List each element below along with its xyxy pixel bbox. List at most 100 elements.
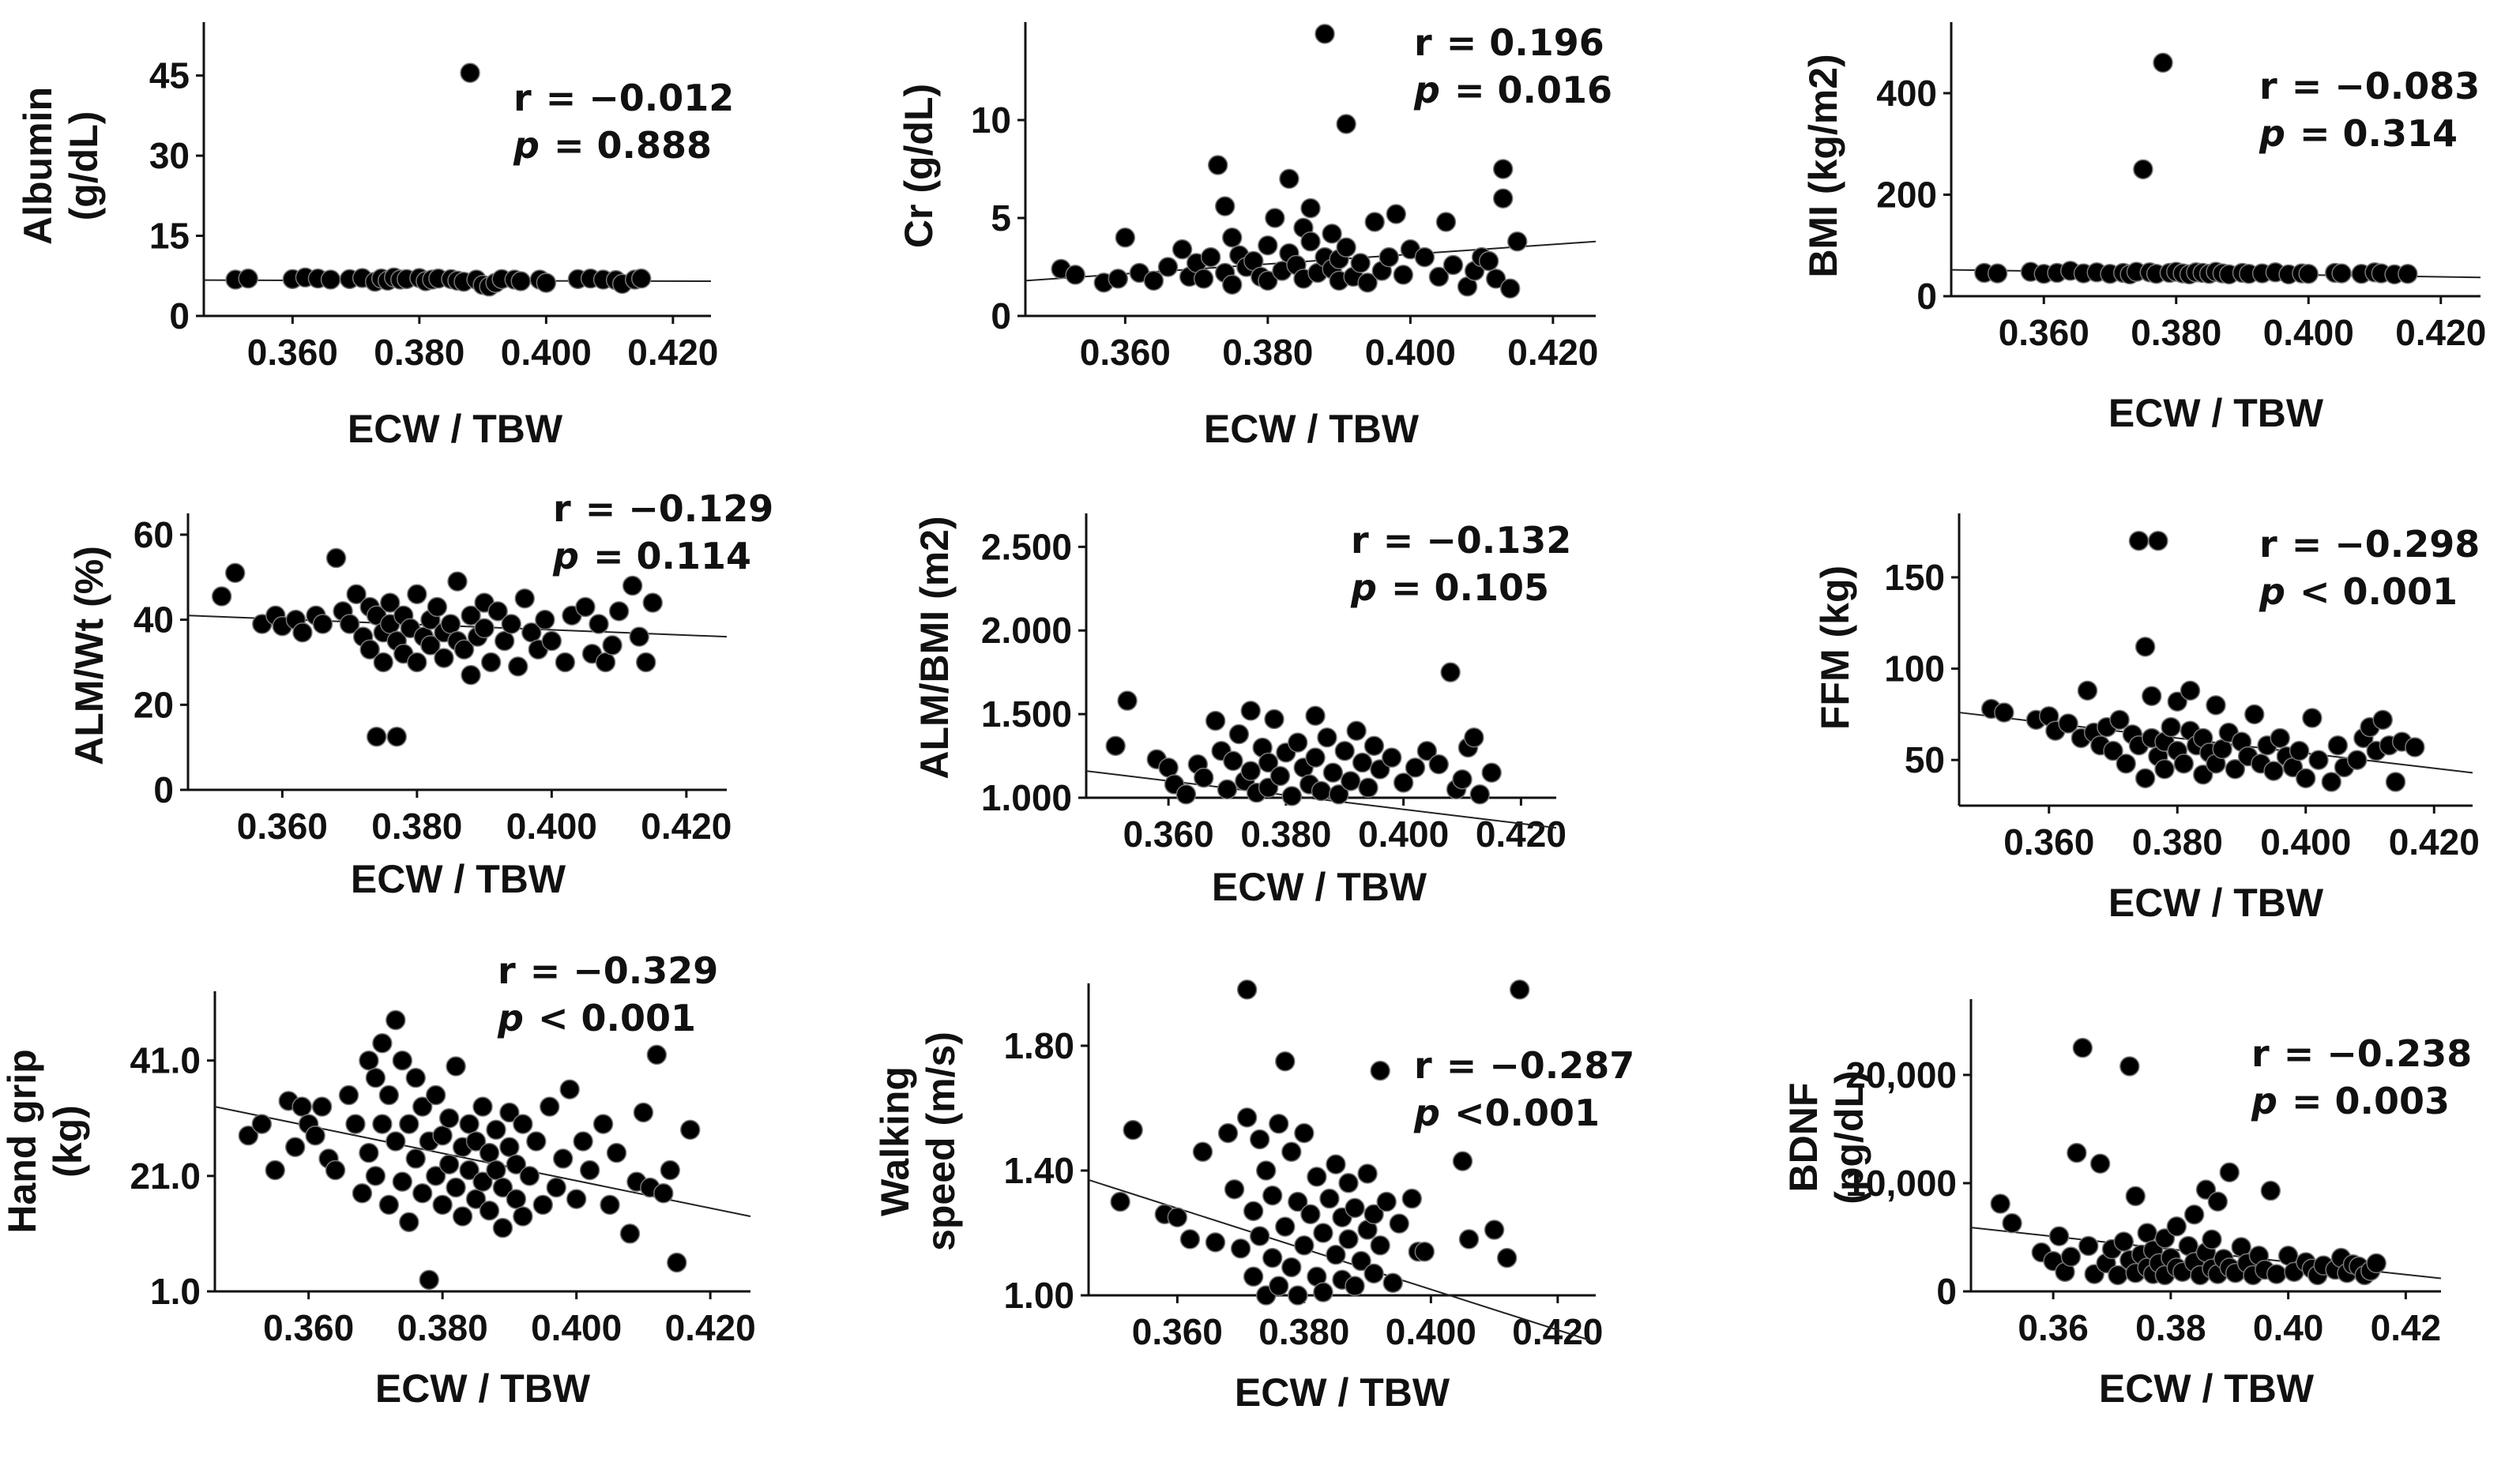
data-point <box>1269 1276 1289 1296</box>
data-point <box>1994 702 2014 723</box>
data-point <box>646 1044 668 1065</box>
chart-panel-6: 0.360 0.380 0.400 0.420 50 100 150 ECW / TBW FFM… <box>1813 513 2480 925</box>
data-point <box>1326 1154 1346 1174</box>
data-point <box>2202 1229 2222 1250</box>
data-point <box>1258 752 1279 773</box>
data-point <box>1363 1204 1384 1225</box>
data-point <box>510 271 531 291</box>
data-point <box>1338 1229 1359 1250</box>
data-point <box>2058 713 2078 734</box>
data-point <box>1217 1122 1239 1144</box>
y-tick-label: 0 <box>1916 276 1937 317</box>
data-point <box>380 592 401 613</box>
data-point <box>2331 263 2352 284</box>
data-point <box>2067 1142 2087 1163</box>
data-point <box>1458 1229 1480 1250</box>
data-point <box>1249 1129 1270 1150</box>
data-point <box>2109 709 2130 731</box>
data-point <box>1158 757 1179 778</box>
data-point <box>2137 1223 2157 1243</box>
data-point <box>2125 1186 2146 1207</box>
data-point <box>2002 1212 2022 1234</box>
data-point <box>1329 784 1349 805</box>
data-point <box>2113 1231 2134 1252</box>
data-point <box>2078 1235 2099 1257</box>
data-point <box>2298 263 2319 284</box>
data-point <box>589 614 609 634</box>
data-point <box>506 1189 527 1209</box>
x-tick-label: 0.40 <box>2253 1307 2324 1348</box>
data-point <box>1157 257 1179 277</box>
data-point <box>472 1171 493 1192</box>
data-point <box>499 1102 520 1123</box>
data-point <box>1105 735 1126 757</box>
data-point <box>541 630 562 652</box>
data-point <box>452 1206 473 1227</box>
x-tick-label: 0.360 <box>2003 821 2094 863</box>
x-axis-label: ECW / TBW <box>1212 865 1427 909</box>
data-point <box>325 547 347 569</box>
data-point <box>1506 231 1528 252</box>
data-point <box>412 1183 433 1204</box>
y-tick-label: 400 <box>1876 73 1937 114</box>
data-point <box>506 1154 527 1174</box>
data-point <box>291 1096 312 1117</box>
y-axis-label: Albumin(g/dL) <box>16 87 106 245</box>
x-tick-label: 0.420 <box>2389 821 2480 863</box>
y-axis-label: Hand grip(kg) <box>0 1049 90 1233</box>
y-tick-label: 20,000 <box>1845 1054 1957 1096</box>
data-point <box>1167 1207 1188 1227</box>
data-point <box>1230 1238 1251 1259</box>
data-point <box>325 1159 346 1181</box>
data-point <box>432 1194 453 1216</box>
y-axis-label: BDNF(pg/dL) <box>1781 1070 1871 1204</box>
x-tick-label: 0.400 <box>501 332 592 373</box>
data-point <box>407 584 427 605</box>
data-point <box>1405 757 1426 778</box>
data-point <box>1370 1060 1390 1081</box>
data-point <box>1179 1229 1201 1250</box>
data-point <box>392 1171 413 1192</box>
data-point <box>1243 1201 1264 1222</box>
data-point <box>535 609 555 630</box>
data-point <box>1192 1141 1213 1163</box>
data-point <box>459 1159 480 1181</box>
data-point <box>365 1166 386 1186</box>
data-point <box>472 1096 493 1117</box>
data-point <box>600 1194 620 1216</box>
y-tick-label: 40 <box>134 599 174 641</box>
data-point <box>425 1084 446 1106</box>
data-point <box>432 1125 453 1146</box>
data-point <box>2077 680 2098 701</box>
chart-panel-3: 0.360 0.380 0.400 0.420 0 200 400 ECW / TBW BMI … <box>1801 22 2486 435</box>
data-point <box>386 1131 406 1152</box>
data-point <box>2347 750 2368 770</box>
y-tick-label: 50 <box>1905 739 1945 780</box>
data-point <box>399 1212 419 1233</box>
data-point <box>629 626 649 647</box>
data-point <box>211 586 232 607</box>
x-tick-label: 0.360 <box>1080 332 1171 373</box>
data-point <box>224 562 246 584</box>
data-point <box>1481 762 1502 783</box>
data-point <box>1221 227 1243 248</box>
r-value: r = −0.012 <box>513 77 734 119</box>
data-point <box>519 1166 540 1186</box>
p-value: p = 0.105 <box>1350 566 1549 609</box>
data-point <box>1440 662 1461 682</box>
x-tick-label: 0.360 <box>1132 1311 1223 1352</box>
data-point <box>2142 686 2162 706</box>
y-tick-label: 0 <box>153 769 174 810</box>
x-axis-label: ECW / TBW <box>1235 1370 1450 1415</box>
x-tick-label: 0.400 <box>1358 814 1449 855</box>
data-point <box>1485 269 1506 289</box>
data-point <box>619 1223 641 1244</box>
x-tick-label: 0.400 <box>1386 1311 1476 1352</box>
data-point <box>1240 701 1261 721</box>
data-point <box>2048 1226 2070 1246</box>
data-point <box>2072 1037 2093 1058</box>
data-point <box>1452 1151 1473 1171</box>
data-point <box>1207 155 1228 175</box>
data-point <box>1288 1285 1308 1306</box>
r-value: r = 0.196 <box>1414 21 1604 64</box>
